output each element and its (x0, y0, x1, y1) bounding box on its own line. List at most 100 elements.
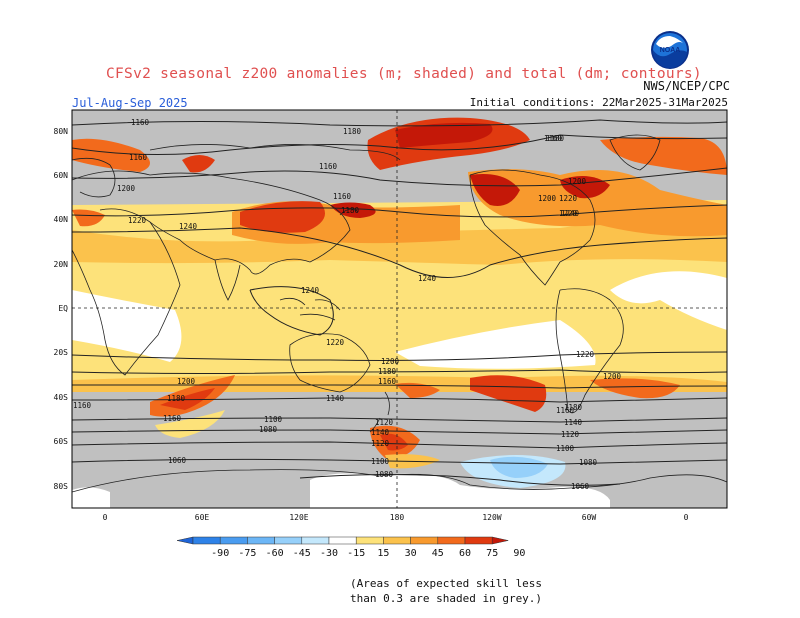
contour-line-1180-south (72, 384, 727, 389)
colorbar-right-arrow (491, 536, 509, 545)
contour-label: 1160 (378, 377, 397, 386)
coast-eurasia (72, 170, 351, 275)
colorbar-swatch (383, 536, 411, 545)
contour-label: 1060 (571, 482, 590, 491)
anomaly-northamerica-core (470, 174, 520, 206)
contour-line-1160-south (72, 397, 727, 403)
anomaly-greenland (600, 136, 727, 175)
colorbar-tick-label: 45 (432, 548, 444, 559)
contour-line-1200-south (72, 369, 727, 374)
contour-line-1180-north (72, 134, 727, 156)
contour-label: 1160 (131, 118, 150, 127)
colorbar-swatch (219, 536, 248, 545)
colorbar-left-arrow (176, 536, 194, 545)
anomaly-newzealand-core (380, 433, 408, 451)
colorbar-swatch (274, 536, 303, 545)
latitude-labels: 80N 60N 40N 20N EQ 20S 40S 60S 80S (54, 127, 69, 491)
colorbar-tick-label: 60 (459, 548, 471, 559)
coast-antarctica (72, 469, 727, 493)
colorbar-swatch (328, 536, 357, 545)
contour-label: 1060 (168, 456, 187, 465)
lat-label: 20S (54, 348, 69, 357)
contour-label: 1180 (564, 403, 583, 412)
coast-japan (339, 208, 359, 216)
contour-label: 1240 (179, 222, 198, 231)
contour-label: 1120 (375, 418, 394, 427)
contour-label: 1200 (603, 372, 622, 381)
coast-arctic-asia (149, 144, 401, 161)
contour-line-1080-south (72, 458, 727, 465)
map-frame (71, 109, 728, 509)
contour-label: 1080 (259, 425, 278, 434)
contour-label: 1100 (556, 444, 575, 453)
contour-label: 1160 (544, 134, 563, 143)
coast-greenland (609, 134, 661, 171)
initial-conditions-label: Initial conditions: 22Mar2025-31Mar2025 (469, 96, 728, 109)
map-title: CFSv2 seasonal z200 anomalies (m; shaded… (106, 66, 702, 82)
skill-note-line1: (Areas of expected skill less (350, 577, 543, 590)
lat-label: 40S (54, 393, 69, 402)
lon-label: 120W (482, 513, 501, 522)
shaded-field (72, 110, 727, 508)
contour-label: 1080 (579, 458, 598, 467)
lon-label: 60E (195, 513, 210, 522)
white-region-indian (72, 290, 182, 362)
contour-label: 1120 (561, 430, 580, 439)
colorbar-tick-label: -15 (347, 548, 365, 559)
anomaly-northpac-core (395, 122, 493, 148)
contour-label: 1220 (576, 350, 595, 359)
contour-label: 1160 (556, 406, 575, 415)
lat-label: 20N (54, 260, 69, 269)
lat-label: EQ (58, 304, 68, 313)
contour-label: 1160 (129, 153, 148, 162)
noaa-logo: NOAA (651, 31, 689, 69)
colorbar-tick-label: -60 (266, 548, 284, 559)
noaa-logo-text: NOAA (660, 47, 681, 54)
contour-label: 1100 (371, 457, 390, 466)
contour-label: 1200 (381, 357, 400, 366)
coast-africa (72, 208, 181, 376)
contour-line-1200-north (72, 167, 727, 187)
colorbar-tick-label: -75 (238, 548, 256, 559)
colorbar-swatch (437, 536, 466, 545)
contour-label: 1160 (333, 192, 352, 201)
colorbar-swatch (410, 536, 439, 545)
anomaly-southpac (470, 375, 547, 412)
colorbar-swatch (301, 536, 330, 545)
contour-label: 1180 (167, 394, 186, 403)
anomaly-southatlantic (590, 378, 680, 399)
lon-label: 0 (103, 513, 108, 522)
lon-label: 60W (582, 513, 597, 522)
coast-australia (289, 333, 371, 393)
contour-line-1140-south (72, 417, 727, 423)
contour-label: 1180 (341, 206, 360, 215)
lon-label: 0 (684, 513, 689, 522)
map-grid (72, 110, 727, 508)
antarctica-white (310, 473, 610, 508)
contour-line-1160-north (72, 119, 727, 127)
contour-label-layer: 1160116011801160120012201240116011801180… (73, 118, 622, 491)
contour-label: 1180 (378, 367, 397, 376)
colorbar-tick-label: 75 (486, 548, 498, 559)
lat-label: 40N (54, 215, 69, 224)
contour-label: 1200 (538, 194, 557, 203)
contour-label: 1220 (326, 338, 345, 347)
lat-label: 60N (54, 171, 69, 180)
season-label: Jul-Aug-Sep 2025 (72, 96, 188, 110)
contour-label: 1100 (264, 415, 283, 424)
height-contours (72, 119, 727, 486)
contour-label: 1240 (418, 274, 437, 283)
contour-line-1220-north (72, 204, 727, 218)
anomaly-mediterranean (72, 209, 105, 227)
colorbar-swatch (355, 536, 384, 545)
contour-label: 1140 (564, 418, 583, 427)
white-region-atlantic (610, 271, 727, 330)
anomaly-europe (72, 138, 150, 172)
lat-label: 60S (54, 437, 69, 446)
contour-label: 1180 (343, 127, 362, 136)
contour-line-1220-south (72, 351, 727, 361)
colorbar-swatch (192, 536, 221, 545)
contour-label: 1220 (559, 194, 578, 203)
